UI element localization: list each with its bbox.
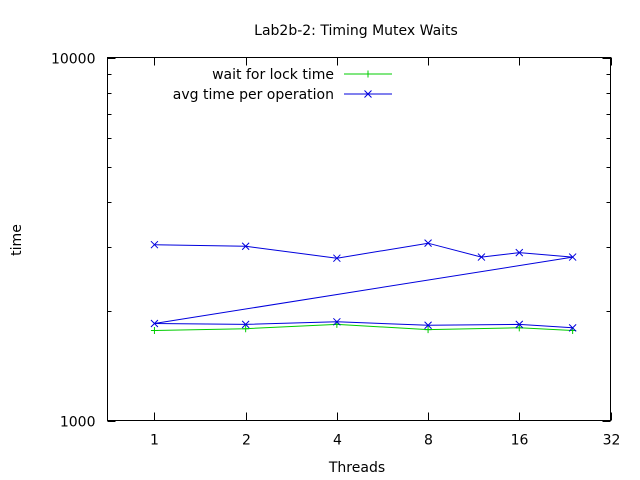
legend-marker-0 — [364, 70, 372, 78]
data-point — [333, 254, 341, 263]
data-point — [150, 319, 159, 328]
y-tick-label: 1000 — [60, 415, 96, 431]
x-axis-label: Threads — [328, 460, 385, 476]
chart-title: Lab2b-2: Timing Mutex Waits — [254, 23, 458, 39]
series-layer — [150, 239, 577, 334]
plot-frame — [107, 57, 611, 421]
series-line-1 — [154, 242, 573, 329]
legend: wait for lock time avg time per operatio… — [173, 67, 392, 103]
data-point — [424, 321, 432, 330]
series-1 — [150, 239, 577, 332]
data-point — [241, 242, 250, 251]
legend-label-0: wait for lock time — [212, 67, 334, 83]
x-tick-label: 16 — [511, 433, 529, 449]
data-point — [568, 253, 577, 261]
data-point — [150, 326, 158, 334]
series-line-0 — [154, 323, 573, 331]
legend-label-1: avg time per operation — [173, 87, 334, 103]
x-tick-label: 32 — [603, 433, 621, 449]
data-point — [242, 325, 250, 333]
data-point — [241, 320, 250, 329]
data-point — [424, 326, 432, 334]
data-point — [568, 323, 577, 332]
x-tick-label: 8 — [424, 433, 433, 449]
y-tick-label: 10000 — [51, 52, 96, 68]
data-point — [515, 324, 523, 332]
data-point — [515, 248, 524, 257]
data-point — [150, 240, 159, 249]
data-point — [333, 317, 341, 326]
data-point — [515, 320, 524, 329]
x-tick-label: 1 — [150, 433, 159, 449]
data-point — [424, 239, 432, 248]
x-axis: 1 2 4 8 16 32 — [150, 57, 621, 449]
data-point — [477, 253, 486, 261]
y-axis-label: time — [9, 224, 25, 256]
legend-marker-1 — [364, 90, 372, 98]
y-axis: 1000 10000 — [51, 52, 611, 431]
x-tick-label: 4 — [333, 433, 342, 449]
x-tick-label: 2 — [242, 433, 251, 449]
